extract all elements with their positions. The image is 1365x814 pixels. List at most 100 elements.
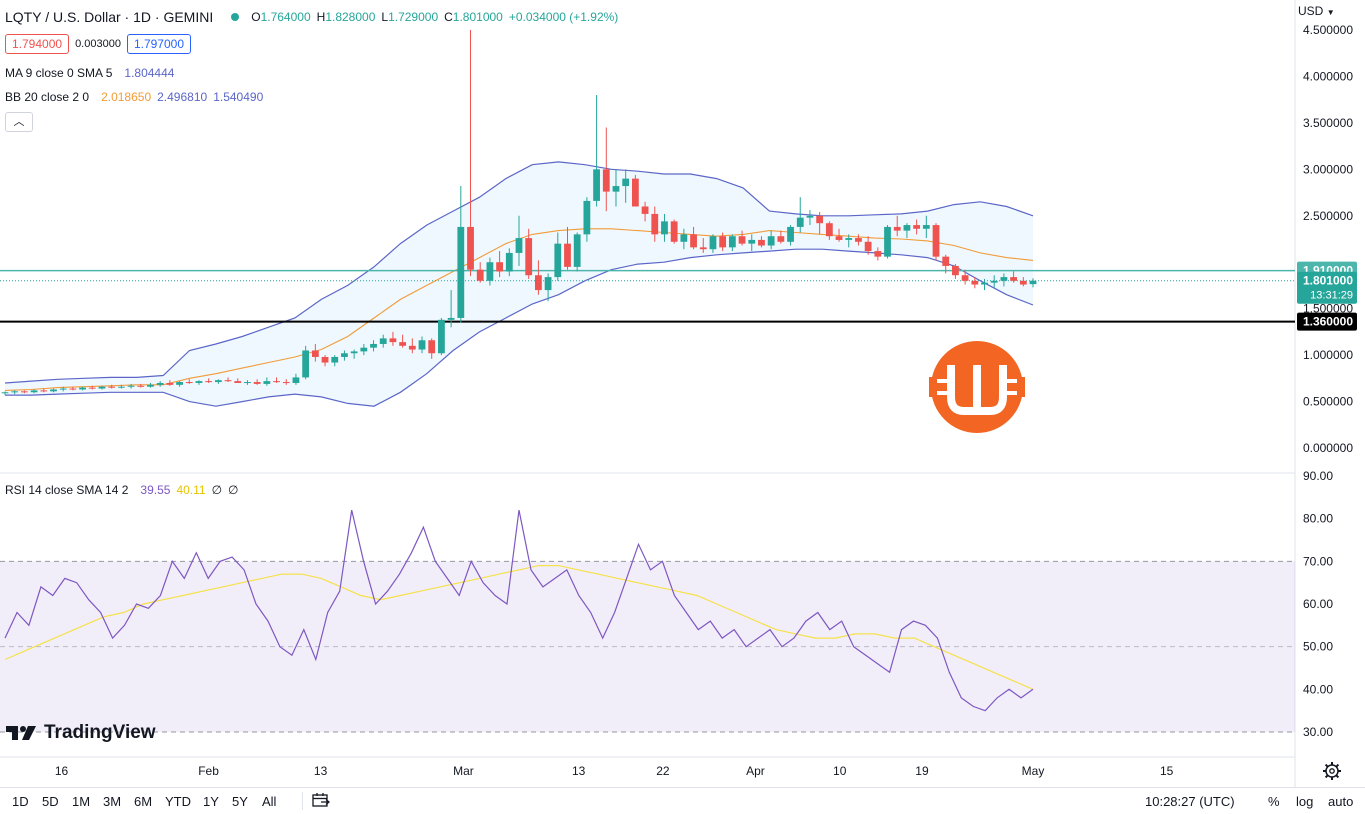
collapse-legend-button[interactable]: ︿ bbox=[5, 112, 33, 132]
price-tick-label: 4.000000 bbox=[1303, 69, 1353, 83]
price-label-black-bg bbox=[1297, 312, 1357, 331]
candle-body bbox=[302, 350, 310, 378]
candle-body bbox=[108, 386, 116, 388]
candle-body bbox=[389, 338, 397, 343]
candle-body bbox=[166, 382, 174, 385]
sell-button[interactable]: 1.794000 bbox=[5, 34, 70, 54]
range-3m-button[interactable]: 3M bbox=[103, 794, 122, 809]
spread-value: 0.003000 bbox=[75, 38, 121, 50]
candle-body bbox=[447, 317, 455, 320]
candle-body bbox=[399, 342, 407, 346]
auto-toggle[interactable]: auto bbox=[1328, 794, 1354, 809]
currency-button[interactable]: USD ▼ bbox=[1298, 4, 1335, 18]
candle-body bbox=[224, 380, 232, 382]
candle-body bbox=[874, 251, 882, 257]
candle-body bbox=[913, 225, 921, 229]
symbol-title[interactable]: LQTY / U.S. Dollar · 1D · GEMINI bbox=[5, 9, 214, 25]
candle-body bbox=[1019, 280, 1027, 285]
bb-legend[interactable]: BB 20 close 2 0 2.018650 2.496810 1.5404… bbox=[5, 90, 263, 104]
candle-body bbox=[370, 343, 377, 348]
candle-body bbox=[408, 345, 416, 350]
price-label-last-bg bbox=[1297, 271, 1357, 304]
candle-body bbox=[777, 236, 785, 242]
candle-body bbox=[758, 239, 765, 246]
range-all-button[interactable]: All bbox=[262, 794, 277, 809]
candle-body bbox=[418, 340, 426, 350]
ohlc-high-label: H bbox=[316, 10, 326, 24]
rsi-sma-value: 40.11 bbox=[176, 483, 206, 497]
candle-body bbox=[835, 236, 843, 240]
calendar-goto-icon bbox=[312, 793, 331, 807]
candle-body bbox=[651, 213, 659, 235]
range-1d-button[interactable]: 1D bbox=[12, 794, 29, 809]
candle-body bbox=[903, 225, 911, 231]
candle-body bbox=[50, 389, 57, 392]
candle-body bbox=[602, 169, 610, 192]
chevron-up-icon: ︿ bbox=[13, 116, 25, 128]
date-range-button[interactable] bbox=[312, 792, 331, 811]
bb-upper-value: 2.496810 bbox=[157, 90, 208, 104]
range-6m-button[interactable]: 6M bbox=[134, 794, 153, 809]
candle-body bbox=[496, 262, 503, 272]
time-tick-label: Feb bbox=[198, 764, 219, 778]
price-tick-label: 3.500000 bbox=[1303, 116, 1353, 130]
candle-body bbox=[564, 243, 571, 267]
candle-body bbox=[292, 377, 300, 383]
candle-body bbox=[631, 178, 639, 207]
rsi-tick-label: 30.00 bbox=[1303, 725, 1333, 739]
candle-body bbox=[321, 356, 329, 363]
candle-body bbox=[486, 262, 494, 281]
chevron-down-icon: ▼ bbox=[1326, 8, 1335, 17]
time-tick-label: Apr bbox=[746, 764, 765, 778]
candle-body bbox=[360, 347, 368, 352]
price-label-last-countdown: 13:31:29 bbox=[1310, 290, 1353, 302]
candle-body bbox=[117, 386, 125, 388]
candle-body bbox=[331, 356, 339, 363]
price-tick-label: 4.500000 bbox=[1303, 23, 1353, 37]
candle-body bbox=[806, 215, 814, 218]
range-5d-button[interactable]: 5D bbox=[42, 794, 59, 809]
candle-body bbox=[244, 382, 251, 384]
ohlc-close-label: C bbox=[444, 10, 453, 24]
candle-body bbox=[185, 382, 193, 384]
range-5y-button[interactable]: 5Y bbox=[232, 794, 248, 809]
rsi-tick-label: 60.00 bbox=[1303, 597, 1333, 611]
range-ytd-button[interactable]: YTD bbox=[165, 794, 191, 809]
candle-body bbox=[1000, 277, 1008, 281]
chart-canvas[interactable]: 4.500000 4.000000 3.500000 3.000000 2.500000… bbox=[0, 0, 1365, 787]
ma-value: 1.804444 bbox=[124, 66, 175, 80]
gear-icon[interactable] bbox=[1323, 762, 1341, 780]
log-toggle[interactable]: log bbox=[1296, 794, 1314, 809]
price-label-black: 1.360000 bbox=[1303, 315, 1353, 329]
bb-lower-value: 1.540490 bbox=[213, 90, 264, 104]
candle-body bbox=[457, 226, 465, 318]
candle-body bbox=[767, 236, 775, 246]
clock-time[interactable]: 10:28:27 (UTC) bbox=[1145, 794, 1235, 809]
range-1m-button[interactable]: 1M bbox=[72, 794, 91, 809]
ohlc-low: 1.729000 bbox=[388, 10, 439, 24]
candle-body bbox=[21, 391, 28, 393]
candle-body bbox=[787, 226, 794, 242]
buy-button[interactable]: 1.797000 bbox=[126, 34, 192, 54]
price-tick-label: 1.000000 bbox=[1303, 348, 1353, 362]
candle-body bbox=[884, 226, 891, 257]
rsi-legend[interactable]: RSI 14 close SMA 14 2 39.55 40.11 ∅ ∅ bbox=[5, 483, 238, 497]
watermark-logo-icon bbox=[929, 341, 1025, 433]
rsi-tick-label: 80.00 bbox=[1303, 512, 1333, 526]
candle-body bbox=[719, 236, 727, 248]
symbol-legend: LQTY / U.S. Dollar · 1D · GEMINI O 1.7640… bbox=[5, 9, 618, 25]
bb-label: BB 20 close 2 0 bbox=[5, 90, 90, 104]
candle-body bbox=[748, 239, 756, 244]
bollinger-fill bbox=[5, 161, 1033, 407]
candle-body bbox=[952, 265, 959, 276]
range-1y-button[interactable]: 1Y bbox=[203, 794, 219, 809]
time-tick-label: 10 bbox=[833, 764, 847, 778]
candle-body bbox=[98, 386, 106, 389]
rsi-extra-1: ∅ bbox=[211, 483, 223, 497]
ma-legend[interactable]: MA 9 close 0 SMA 5 1.804444 bbox=[5, 66, 174, 80]
candle-body bbox=[476, 269, 484, 281]
tradingview-logo[interactable]: TradingView bbox=[6, 722, 156, 744]
percent-toggle[interactable]: % bbox=[1268, 794, 1280, 809]
rsi-sma-line bbox=[4, 565, 1034, 690]
